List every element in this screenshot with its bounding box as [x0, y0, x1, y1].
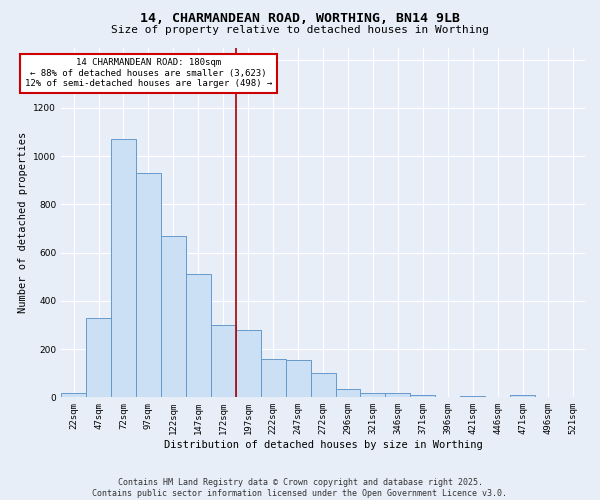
Bar	[510, 396, 535, 398]
Bar	[161, 236, 186, 398]
Bar	[286, 360, 311, 398]
Bar	[111, 139, 136, 398]
Bar	[335, 389, 361, 398]
Bar	[385, 393, 410, 398]
Text: 14 CHARMANDEAN ROAD: 180sqm
← 88% of detached houses are smaller (3,623)
12% of : 14 CHARMANDEAN ROAD: 180sqm ← 88% of det…	[25, 58, 272, 88]
Text: Size of property relative to detached houses in Worthing: Size of property relative to detached ho…	[111, 25, 489, 35]
Bar	[361, 393, 385, 398]
Bar	[186, 274, 211, 398]
Text: 14, CHARMANDEAN ROAD, WORTHING, BN14 9LB: 14, CHARMANDEAN ROAD, WORTHING, BN14 9LB	[140, 12, 460, 26]
Bar	[260, 358, 286, 398]
Bar	[211, 325, 236, 398]
Bar	[136, 173, 161, 398]
Bar	[236, 330, 260, 398]
Bar	[86, 318, 111, 398]
Text: Contains HM Land Registry data © Crown copyright and database right 2025.
Contai: Contains HM Land Registry data © Crown c…	[92, 478, 508, 498]
Bar	[410, 395, 436, 398]
X-axis label: Distribution of detached houses by size in Worthing: Distribution of detached houses by size …	[164, 440, 482, 450]
Bar	[61, 392, 86, 398]
Y-axis label: Number of detached properties: Number of detached properties	[18, 132, 28, 313]
Bar	[311, 373, 335, 398]
Bar	[460, 396, 485, 398]
